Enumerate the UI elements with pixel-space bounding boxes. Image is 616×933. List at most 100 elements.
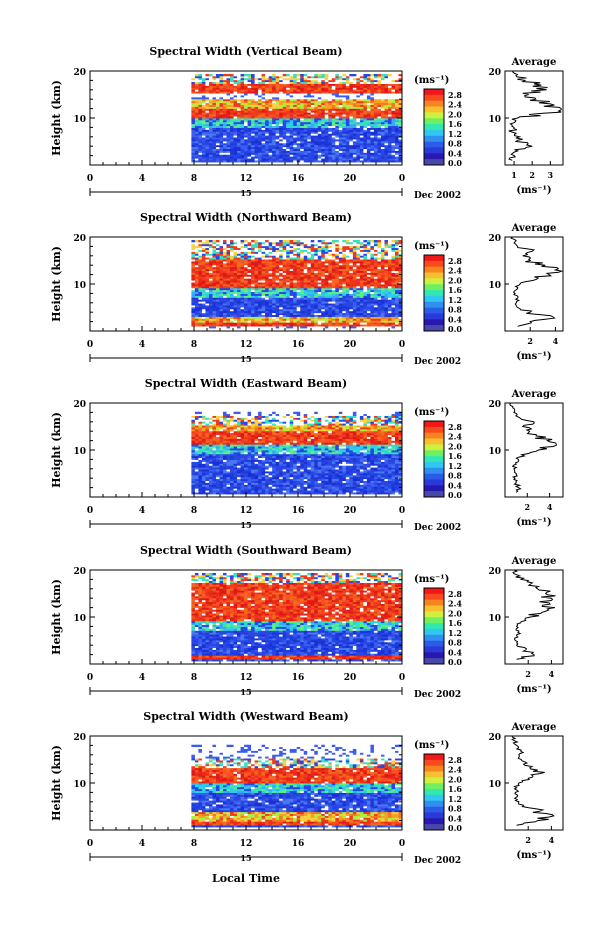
heatmap-cell: [212, 74, 216, 76]
colorbar-segment: [424, 101, 444, 107]
heatmap-cell: [227, 74, 231, 76]
heatmap-cell: [363, 74, 367, 76]
average-y-tick-label: 10: [488, 115, 501, 125]
colorbar-segment: [424, 159, 444, 165]
average-frame: [505, 71, 563, 165]
heatmap-cell: [230, 74, 234, 76]
colorbar-segment: [424, 130, 444, 136]
x-tick-label: 8: [191, 174, 197, 184]
colorbar-segment: [424, 95, 444, 101]
colorbar-segment: [424, 136, 444, 142]
month-label: Dec 2002: [414, 191, 461, 201]
heatmap-cell: [202, 74, 206, 76]
heatmap-cell: [290, 74, 294, 76]
colorbar-tick-label: 0.8: [448, 139, 462, 149]
date-label: 15: [240, 188, 251, 198]
heatmap-cell: [374, 74, 378, 76]
heatmap-cell: [391, 74, 395, 76]
heatmap-cell: [205, 74, 209, 76]
heatmap-cell: [314, 74, 318, 76]
heatmap-cell: [307, 74, 311, 76]
heatmap-cell: [346, 74, 350, 76]
heatmap-cell: [286, 74, 290, 76]
heatmap-cell: [265, 74, 269, 76]
heatmap-cell: [304, 74, 308, 76]
colorbar-segment: [424, 153, 444, 159]
colorbar-tick-label: 2.4: [448, 100, 462, 110]
heatmap-cell: [191, 74, 195, 76]
panel-0: Spectral Width (Vertical Beam) Height (km…: [50, 45, 563, 201]
colorbar-tick-label: 0.0: [448, 158, 462, 168]
heatmap-cell: [332, 74, 336, 76]
colorbar-tick-label: 2.0: [448, 109, 462, 119]
heatmap-cell: [395, 74, 399, 76]
colorbar-segment: [424, 112, 444, 118]
panel-title: Spectral Width (Vertical Beam): [149, 45, 342, 58]
heatmap-cell: [248, 74, 252, 76]
heatmap-cell: [198, 74, 202, 76]
heatmap-cell: [241, 74, 245, 76]
heatmap-cell: [353, 74, 357, 76]
heatmap-cell: [311, 74, 315, 76]
x-tick-label: 20: [344, 174, 357, 184]
heatmap-cell: [279, 74, 283, 76]
x-tick-label: 12: [240, 174, 253, 184]
heatmap-cell: [244, 74, 248, 76]
heatmap-cell: [328, 74, 332, 76]
colorbar-segment: [424, 89, 444, 95]
heatmap-cell: [262, 74, 266, 76]
heatmap-cells: [191, 240, 402, 328]
heatmap-cell: [209, 74, 213, 76]
heatmap-cell: [370, 74, 374, 76]
heatmap-cell: [356, 74, 360, 76]
average-y-tick-label: 20: [488, 68, 501, 78]
colorbar-segment: [424, 107, 444, 113]
heatmap-cell: [367, 74, 371, 76]
panel-title: Spectral Width (Northward Beam): [140, 211, 352, 224]
heatmap-cell: [269, 74, 273, 76]
heatmap-cells: [191, 74, 402, 162]
heatmap-cell: [297, 74, 301, 76]
heatmap-cell: [321, 74, 325, 76]
y-axis-label: Height (km): [50, 80, 63, 156]
heatmap-cell: [251, 74, 255, 76]
y-axis-label: Height (km): [50, 246, 63, 322]
heatmap-cell: [216, 74, 220, 76]
heatmap-cell: [381, 74, 385, 76]
heatmap-cell: [283, 74, 287, 76]
heatmap-cell: [223, 74, 227, 76]
y-tick-label: 20: [73, 68, 86, 78]
average-unit-label: (ms⁻¹): [516, 185, 551, 196]
average-x-tick-label: 3: [548, 170, 554, 180]
colorbar-tick-label: 1.6: [448, 119, 462, 129]
heatmap-cell: [318, 74, 322, 76]
colorbar-tick-label: 1.2: [448, 129, 462, 139]
average-x-tick-label: 2: [529, 170, 535, 180]
heatmap-cell: [258, 74, 262, 76]
colorbar-tick-label: 0.4: [448, 148, 462, 158]
colorbar-unit: (ms⁻¹): [414, 75, 449, 86]
heatmap-cell: [342, 74, 346, 76]
y-tick-label: 10: [73, 115, 86, 125]
heatmap-cell: [325, 74, 329, 76]
average-title: Average: [511, 57, 557, 68]
heatmap-cell: [300, 74, 304, 76]
heatmap-cell: [360, 74, 364, 76]
heatmap-cell: [237, 74, 241, 76]
heatmap-cell: [276, 74, 280, 76]
heatmap-cell: [349, 74, 353, 76]
heatmap-cell: [377, 74, 381, 76]
heatmap-cell: [219, 74, 223, 76]
heatmap-cell: [335, 74, 339, 76]
heatmap-cell: [384, 74, 388, 76]
heatmap-cell: [293, 74, 297, 76]
colorbar-segment: [424, 118, 444, 124]
panel-1: Spectral Width (Northward Beam) Height (k…: [50, 211, 563, 367]
colorbar-segment: [424, 124, 444, 130]
x-tick-label: 0: [87, 174, 93, 184]
x-tick-label: 4: [139, 174, 145, 184]
x-tick-label: 16: [292, 174, 305, 184]
colorbar-segment: [424, 142, 444, 148]
heatmap-cell: [255, 74, 259, 76]
